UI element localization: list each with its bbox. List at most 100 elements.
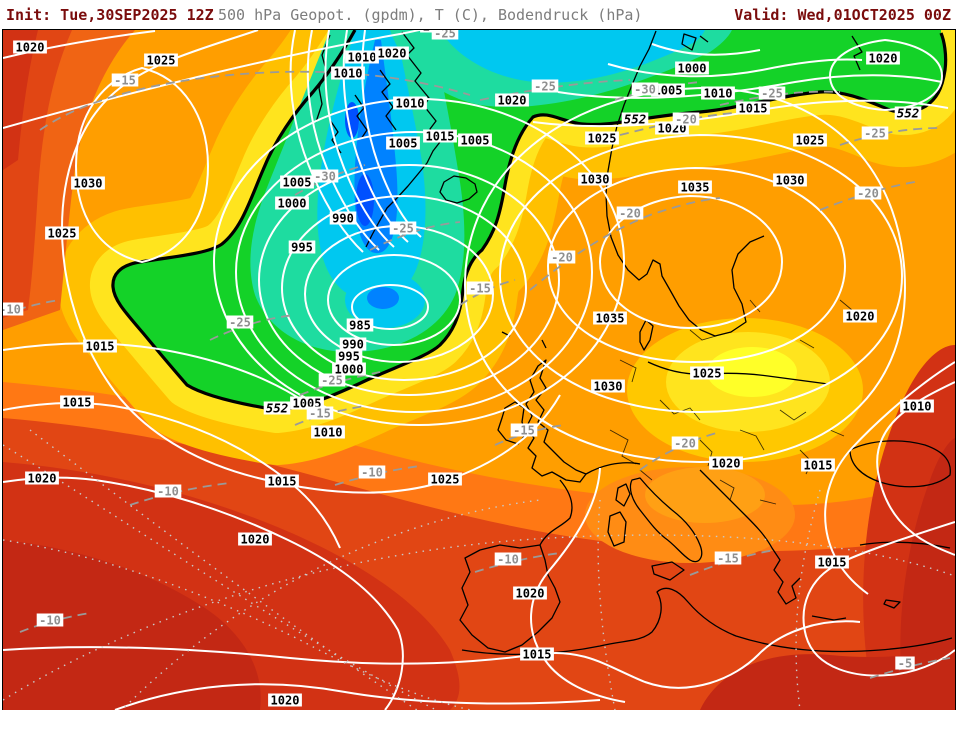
svg-text:-10: -10 <box>3 303 21 317</box>
temperature-label: -25 <box>389 221 417 236</box>
pressure-label: 1005 <box>386 136 420 151</box>
pressure-label: 990 <box>329 211 357 226</box>
svg-text:1010: 1010 <box>348 51 377 65</box>
pressure-label: 995 <box>335 349 363 364</box>
svg-text:1005: 1005 <box>461 134 490 148</box>
valid-time-label: Valid: Wed,01OCT2025 00Z <box>734 6 951 24</box>
svg-text:1020: 1020 <box>378 47 407 61</box>
svg-text:1020: 1020 <box>712 457 741 471</box>
svg-text:-30: -30 <box>634 83 656 97</box>
svg-text:1010: 1010 <box>704 87 733 101</box>
svg-text:1000: 1000 <box>278 197 307 211</box>
svg-text:985: 985 <box>349 319 371 333</box>
svg-text:-30: -30 <box>314 170 336 184</box>
map-labels-layer: 1020 1025 1015 1030 1025 1015 1015 1020 1015 1020… <box>3 30 934 708</box>
temperature-label: -25 <box>861 126 889 141</box>
svg-text:-25: -25 <box>392 222 414 236</box>
pressure-label: 1035 <box>593 311 627 326</box>
svg-text:1030: 1030 <box>594 380 623 394</box>
svg-text:-15: -15 <box>114 74 136 88</box>
pressure-label: 1000 <box>332 362 366 377</box>
temperature-label: -25 <box>226 315 254 330</box>
pressure-label: 1025 <box>690 366 724 381</box>
svg-text:1025: 1025 <box>431 473 460 487</box>
svg-text:1020: 1020 <box>498 94 527 108</box>
svg-text:-25: -25 <box>534 80 556 94</box>
temperature-label: -30 <box>311 169 339 184</box>
pressure-label: 1020 <box>866 51 900 66</box>
svg-text:-20: -20 <box>551 251 573 265</box>
temperature-label: -15 <box>466 281 494 296</box>
svg-text:1020: 1020 <box>516 587 545 601</box>
weather-map: 1020 1025 1015 1030 1025 1015 1015 1020 1015 1020… <box>2 29 956 711</box>
pressure-label: 1010 <box>311 425 345 440</box>
pressure-label: 1015 <box>423 129 457 144</box>
pressure-label: 1020 <box>843 309 877 324</box>
pressure-label: 1015 <box>736 101 770 116</box>
svg-text:-15: -15 <box>469 282 491 296</box>
map-title: 500 hPa Geopot. (gpdm), T (C), Bodendruc… <box>218 6 643 24</box>
pressure-label: 1025 <box>144 53 178 68</box>
svg-text:1030: 1030 <box>74 177 103 191</box>
pressure-label: 1010 <box>701 86 735 101</box>
svg-text:1035: 1035 <box>596 312 625 326</box>
pressure-label: 1015 <box>83 339 117 354</box>
pressure-label: 1035 <box>678 180 712 195</box>
svg-text:1020: 1020 <box>846 310 875 324</box>
pressure-label: 1025 <box>793 133 827 148</box>
svg-text:552: 552 <box>624 112 647 127</box>
pressure-label: 990 <box>339 337 367 352</box>
pressure-label: 1025 <box>45 226 79 241</box>
svg-text:1015: 1015 <box>426 130 455 144</box>
svg-text:995: 995 <box>338 350 360 364</box>
svg-text:-25: -25 <box>761 87 783 101</box>
svg-text:1005: 1005 <box>654 84 683 98</box>
svg-text:-20: -20 <box>674 437 696 451</box>
svg-text:1025: 1025 <box>147 54 176 68</box>
pressure-label: 995 <box>288 240 316 255</box>
svg-text:1010: 1010 <box>903 400 932 414</box>
svg-text:1020: 1020 <box>869 52 898 66</box>
svg-text:995: 995 <box>291 241 313 255</box>
temperature-label: -10 <box>154 484 182 499</box>
svg-text:1015: 1015 <box>818 556 847 570</box>
pressure-label: 1020 <box>375 46 409 61</box>
svg-text:1005: 1005 <box>283 176 312 190</box>
svg-text:1030: 1030 <box>776 174 805 188</box>
svg-text:1010: 1010 <box>334 67 363 81</box>
svg-text:-15: -15 <box>309 407 331 421</box>
temperature-label: -20 <box>616 206 644 221</box>
svg-text:1010: 1010 <box>396 97 425 111</box>
pressure-label: 1000 <box>675 61 709 76</box>
svg-text:1000: 1000 <box>678 62 707 76</box>
map-canvas: 1020 1025 1015 1030 1025 1015 1015 1020 1015 1020… <box>3 30 955 710</box>
pressure-label: 1000 <box>275 196 309 211</box>
temperature-label: -15 <box>510 423 538 438</box>
svg-text:1020: 1020 <box>271 694 300 708</box>
svg-text:-25: -25 <box>321 374 343 388</box>
svg-text:552: 552 <box>897 106 920 121</box>
temperature-label: -15 <box>714 551 742 566</box>
temperature-label: -10 <box>3 302 24 317</box>
svg-text:-20: -20 <box>675 113 697 127</box>
pressure-label: 1025 <box>585 131 619 146</box>
pressure-label: 1030 <box>71 176 105 191</box>
temperature-label: -15 <box>306 406 334 421</box>
pressure-label: 1020 <box>238 532 272 547</box>
pressure-label: 1030 <box>591 379 625 394</box>
geopotential-color-field <box>3 30 955 710</box>
svg-text:1005: 1005 <box>389 137 418 151</box>
svg-text:-20: -20 <box>857 187 879 201</box>
geopotential-552-label: 552 <box>894 106 922 121</box>
svg-text:1020: 1020 <box>241 533 270 547</box>
svg-text:-15: -15 <box>717 552 739 566</box>
svg-text:-25: -25 <box>864 127 886 141</box>
temperature-label: -10 <box>36 613 64 628</box>
pressure-label: 1015 <box>801 458 835 473</box>
footer-bar: Data: GFS OPER 0.250° WWW.WETTERZENTRALE… <box>0 710 959 741</box>
graticule-lines <box>3 429 953 710</box>
svg-text:1030: 1030 <box>581 173 610 187</box>
svg-text:990: 990 <box>342 338 364 352</box>
svg-text:1025: 1025 <box>796 134 825 148</box>
